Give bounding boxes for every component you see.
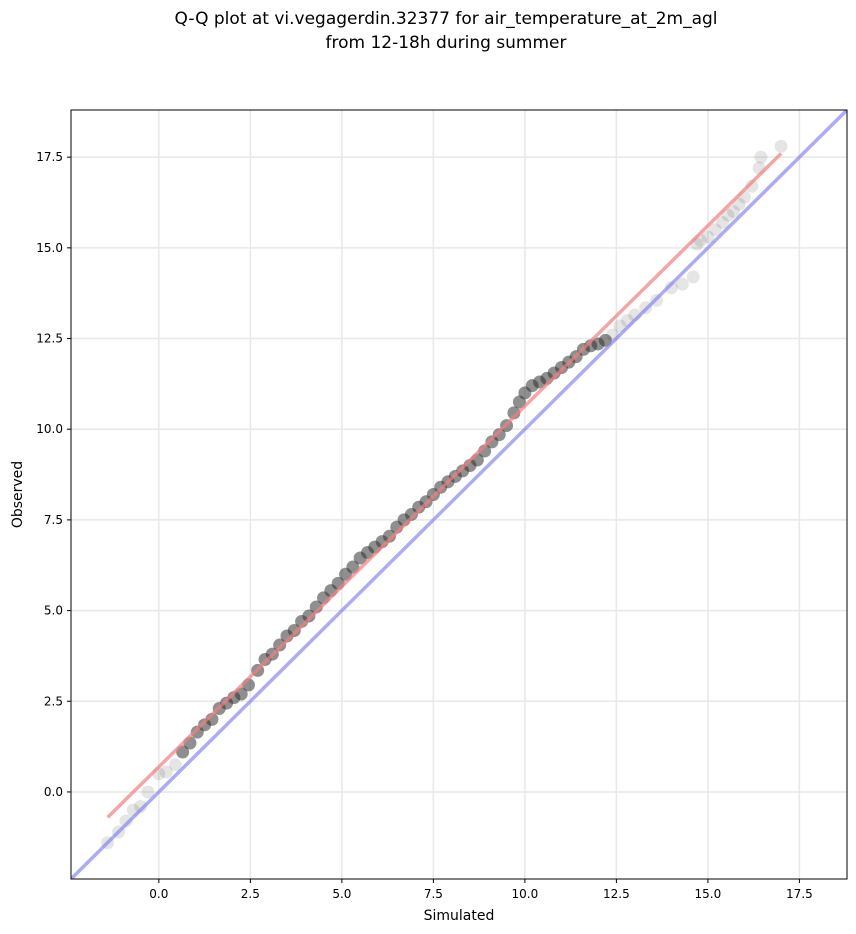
- qq-point: [382, 529, 396, 543]
- x-tick-label: 10.0: [512, 887, 539, 901]
- qq-point: [492, 428, 506, 442]
- qq-point: [302, 609, 316, 623]
- x-tick-label: 2.5: [241, 887, 260, 901]
- qq-point: [598, 333, 612, 347]
- qq-point: [675, 277, 689, 291]
- qq-point: [745, 179, 759, 193]
- x-tick-label: 7.5: [424, 887, 443, 901]
- y-tick-label: 5.0: [44, 604, 63, 618]
- plot-frame: [70, 109, 848, 880]
- chart-title-line-1: Q-Q plot at vi.vegagerdin.32377 for air_…: [174, 9, 717, 29]
- y-tick-label: 12.5: [36, 332, 63, 346]
- x-tick-label: 12.5: [603, 887, 630, 901]
- qq-point: [159, 765, 173, 779]
- qq-point: [168, 758, 182, 772]
- chart-title-line-2: from 12-18h during summer: [326, 33, 567, 53]
- x-axis-ticks: 0.0 2.5 5.0 7.5 10.0 12.5 15.0 17.5: [149, 879, 813, 901]
- qq-point: [708, 223, 722, 237]
- qq-point: [716, 215, 730, 229]
- qq-point: [273, 638, 287, 652]
- x-tick-label: 5.0: [332, 887, 351, 901]
- y-axis-label: Observed: [10, 461, 26, 528]
- qq-point: [613, 319, 627, 333]
- x-tick-label: 15.0: [695, 887, 722, 901]
- qq-point: [727, 205, 741, 219]
- qq-point: [732, 197, 746, 211]
- qq-point: [134, 799, 148, 813]
- reference-lines: [71, 110, 847, 879]
- x-tick-label: 0.0: [149, 887, 168, 901]
- grid: [71, 110, 847, 879]
- qq-point: [754, 150, 768, 164]
- qq-point: [664, 281, 678, 295]
- y-tick-label: 17.5: [36, 150, 63, 164]
- identity-line: [71, 110, 847, 879]
- qq-point: [701, 230, 715, 244]
- qq-point: [721, 208, 735, 222]
- qq-point: [686, 270, 700, 284]
- y-tick-label: 0.0: [44, 785, 63, 799]
- y-tick-label: 10.0: [36, 422, 63, 436]
- y-axis-ticks: 0.0 2.5 5.0 7.5 10.0 12.5 15.0 17.5: [36, 150, 71, 799]
- qq-point: [774, 139, 788, 153]
- y-tick-label: 15.0: [36, 241, 63, 255]
- y-tick-label: 7.5: [44, 513, 63, 527]
- fit-line: [106, 152, 783, 819]
- qq-point: [287, 624, 301, 638]
- qq-point: [119, 814, 133, 828]
- x-tick-label: 17.5: [786, 887, 813, 901]
- x-axis-label: Simulated: [424, 908, 495, 924]
- qq-point: [141, 785, 155, 799]
- y-tick-label: 2.5: [44, 694, 63, 708]
